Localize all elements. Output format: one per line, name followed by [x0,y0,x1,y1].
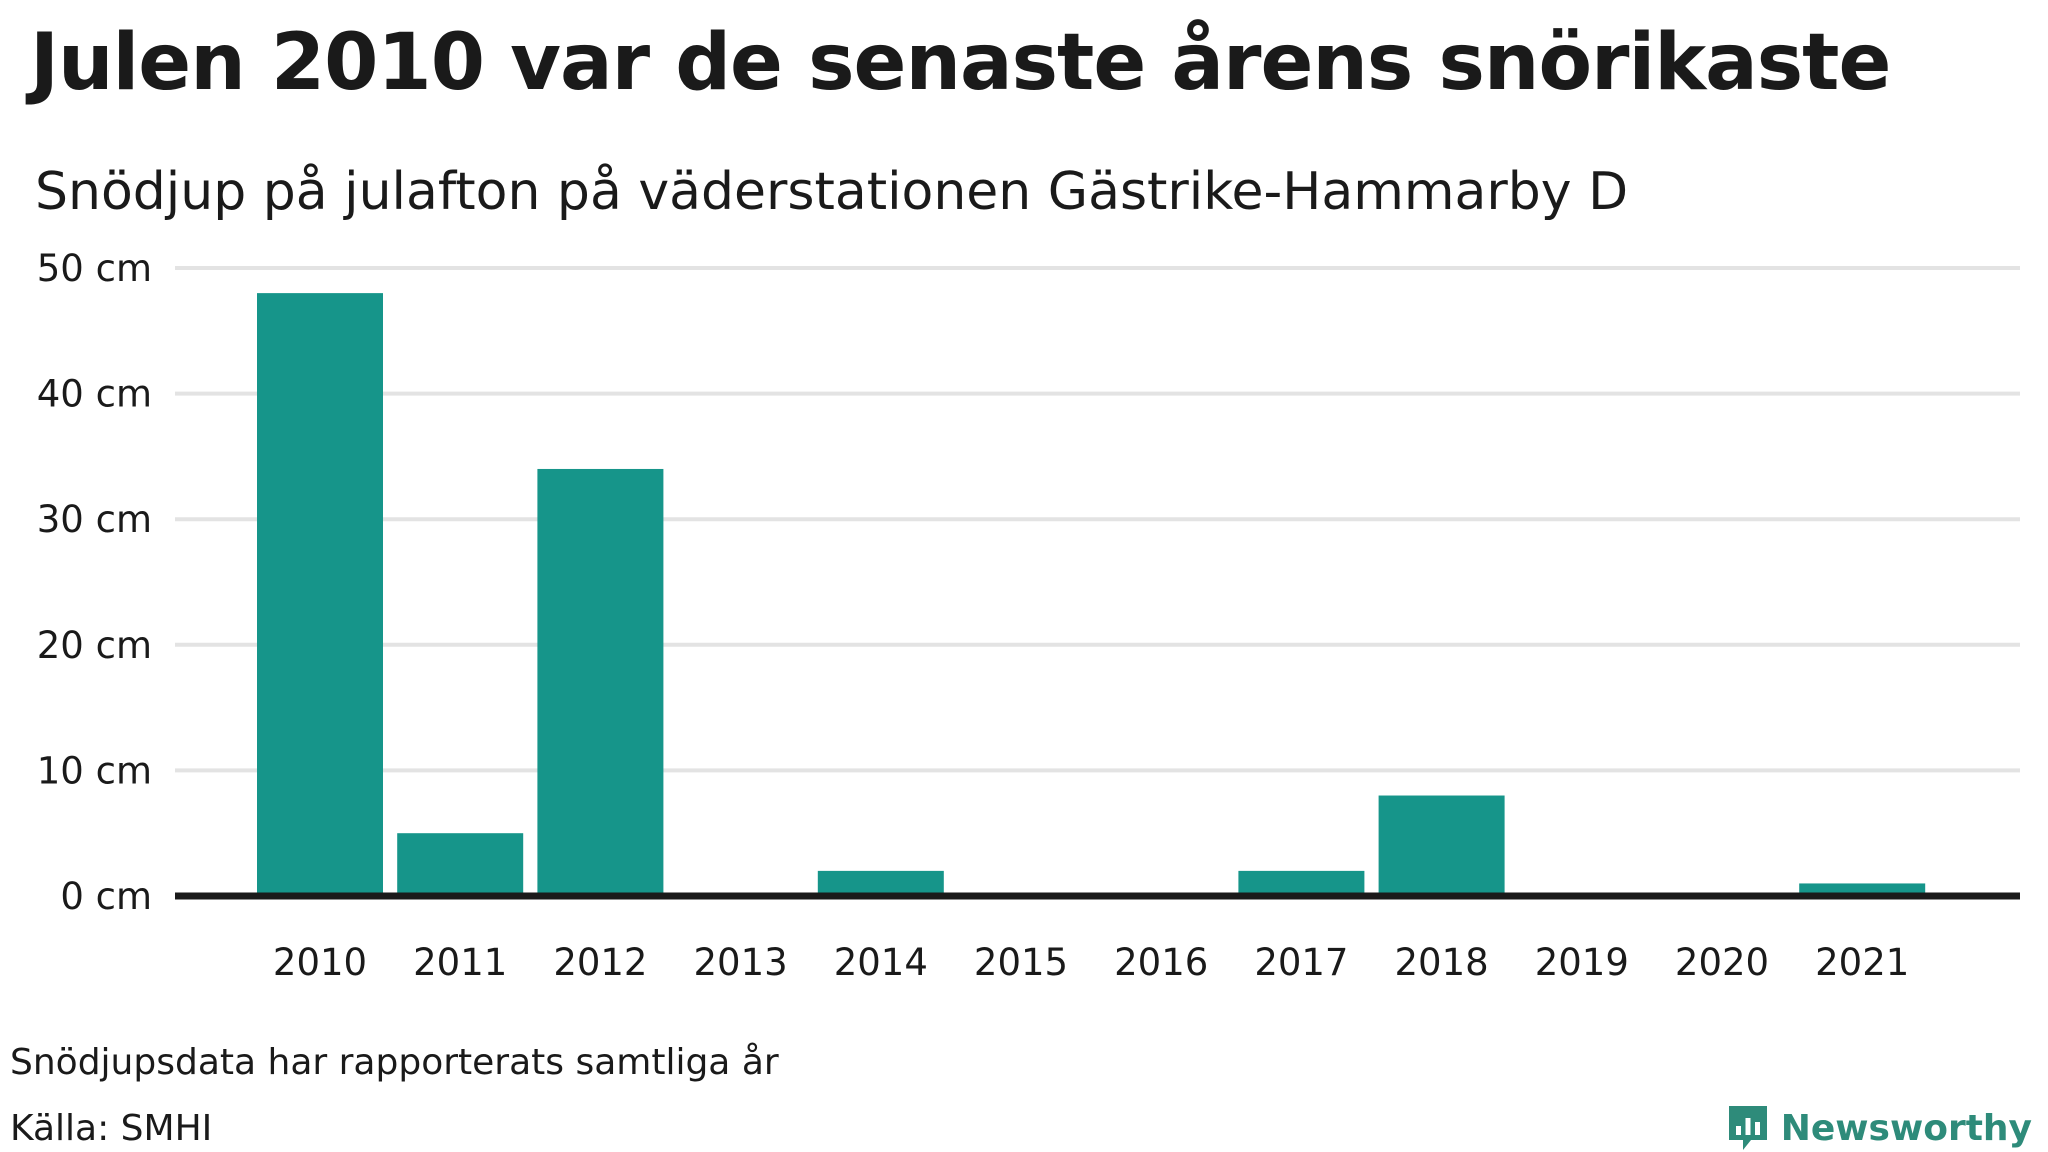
y-tick-label: 20 cm [37,624,152,667]
chart-subtitle: Snödjup på julafton på väderstationen Gä… [35,162,1629,222]
brand-logo: Newsworthy [1727,1104,2032,1152]
y-tick-label: 40 cm [37,373,152,416]
x-tick-label: 2020 [1675,941,1769,984]
source-note: Källa: SMHI [10,1108,213,1149]
bar-chart-speech-bubble-icon [1728,1106,1767,1150]
y-tick-label: 10 cm [37,749,152,792]
bar-chart: 0 cm 10 cm 20 cm 30 cm 40 cm 50 cm 2010 2011 201… [37,247,2020,984]
x-tick-label: 2010 [273,941,367,984]
bar-2018 [1378,795,1505,896]
x-tick-label: 2017 [1254,941,1348,984]
bar-2014 [817,870,944,896]
x-tick-label: 2014 [834,941,928,984]
x-tick-label: 2019 [1535,941,1629,984]
chart-title: Julen 2010 var de senaste årens snörikas… [30,18,1891,108]
x-tick-label: 2011 [413,941,507,984]
x-tick-label: 2015 [974,941,1068,984]
x-tick-label: 2021 [1815,941,1909,984]
x-tick-label: 2018 [1395,941,1489,984]
bar-2010 [257,293,383,896]
bar-2017 [1238,870,1365,896]
y-tick-label: 50 cm [37,247,152,290]
x-tick-label: 2013 [694,941,788,984]
x-tick-label: 2016 [1114,941,1208,984]
bar-2012 [537,468,664,896]
chart-footnote: Snödjupsdata har rapporterats samtliga å… [10,1042,779,1083]
x-tick-label: 2012 [553,941,647,984]
y-tick-label: 30 cm [37,498,152,541]
y-tick-label: 0 cm [60,875,152,918]
bar-2011 [397,833,524,896]
brand-name: Newsworthy [1780,1107,2032,1149]
